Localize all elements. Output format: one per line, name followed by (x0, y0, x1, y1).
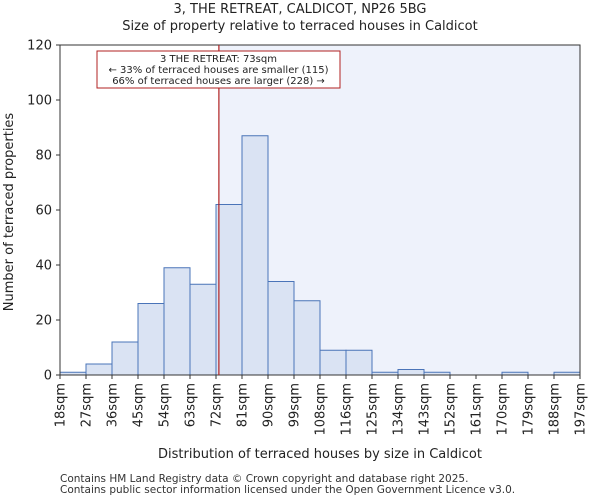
bar-72sqm (215, 204, 243, 376)
x-tick-label: 18sqm (54, 383, 69, 427)
bar-36sqm (111, 341, 139, 376)
x-tick-label: 99sqm (288, 383, 303, 427)
x-tick-label: 81sqm (236, 383, 251, 427)
x-tick-label: 36sqm (106, 383, 121, 427)
annotation-2: ← 33% of terraced houses are smaller (11… (108, 65, 328, 76)
footer-licence: Contains public sector information licen… (60, 484, 516, 496)
bar-27sqm (85, 363, 113, 376)
x-tick-label: 54sqm (158, 383, 173, 427)
chart-subtitle: Size of property relative to terraced ho… (122, 19, 478, 34)
annotation-box (96, 50, 341, 89)
y-tick-label: 120 (27, 39, 52, 54)
bar-63sqm (189, 283, 217, 376)
x-tick-label: 161sqm (470, 383, 485, 436)
x-tick-label: 125sqm (366, 383, 381, 436)
footer-copyright: Contains HM Land Registry data © Crown c… (60, 473, 469, 485)
chart-title: 3, THE RETREAT, CALDICOT, NP26 5BG (173, 2, 427, 17)
x-tick-label: 45sqm (132, 383, 147, 427)
y-tick-label: 60 (35, 204, 52, 219)
bar-99sqm (293, 300, 321, 376)
x-tick-label: 72sqm (210, 383, 225, 427)
bar-116sqm (345, 349, 373, 376)
x-tick-label: 63sqm (184, 383, 199, 427)
x-tick-label: 108sqm (314, 383, 329, 436)
x-tick-label: 170sqm (496, 383, 511, 436)
x-tick-label: 143sqm (418, 383, 433, 436)
y-tick-label: 40 (35, 259, 52, 274)
x-tick-label: 197sqm (574, 383, 589, 436)
bar-90sqm (267, 281, 295, 376)
bar-54sqm (163, 267, 191, 376)
x-axis-title: Distribution of terraced houses by size … (158, 447, 482, 462)
y-tick-label: 20 (35, 314, 52, 329)
annotation-1: 3 THE RETREAT: 73sqm (160, 54, 277, 65)
x-tick-label: 152sqm (444, 383, 459, 436)
bar-45sqm (137, 303, 165, 376)
annotation-3: 66% of terraced houses are larger (228) … (112, 76, 325, 87)
plot-frame (59, 44, 581, 376)
x-tick-label: 116sqm (340, 383, 355, 436)
x-tick-label: 188sqm (548, 383, 563, 436)
x-tick-label: 134sqm (392, 383, 407, 436)
bar-81sqm (241, 135, 269, 376)
y-tick-label: 80 (35, 149, 52, 164)
histogram-chart: 0 20 40 60 80 100 120 18sqm 27sqm 36sqm 45sqm 54sqm… (2, 39, 589, 463)
y-axis-title: Number of terraced properties (2, 113, 17, 312)
bar-134sqm (397, 369, 425, 376)
bar-108sqm (319, 349, 347, 376)
x-tick-label: 90sqm (262, 383, 277, 427)
x-tick-label: 27sqm (80, 383, 95, 427)
y-tick-label: 0 (44, 369, 52, 384)
y-tick-label: 100 (27, 94, 52, 109)
x-tick-label: 179sqm (522, 383, 537, 436)
